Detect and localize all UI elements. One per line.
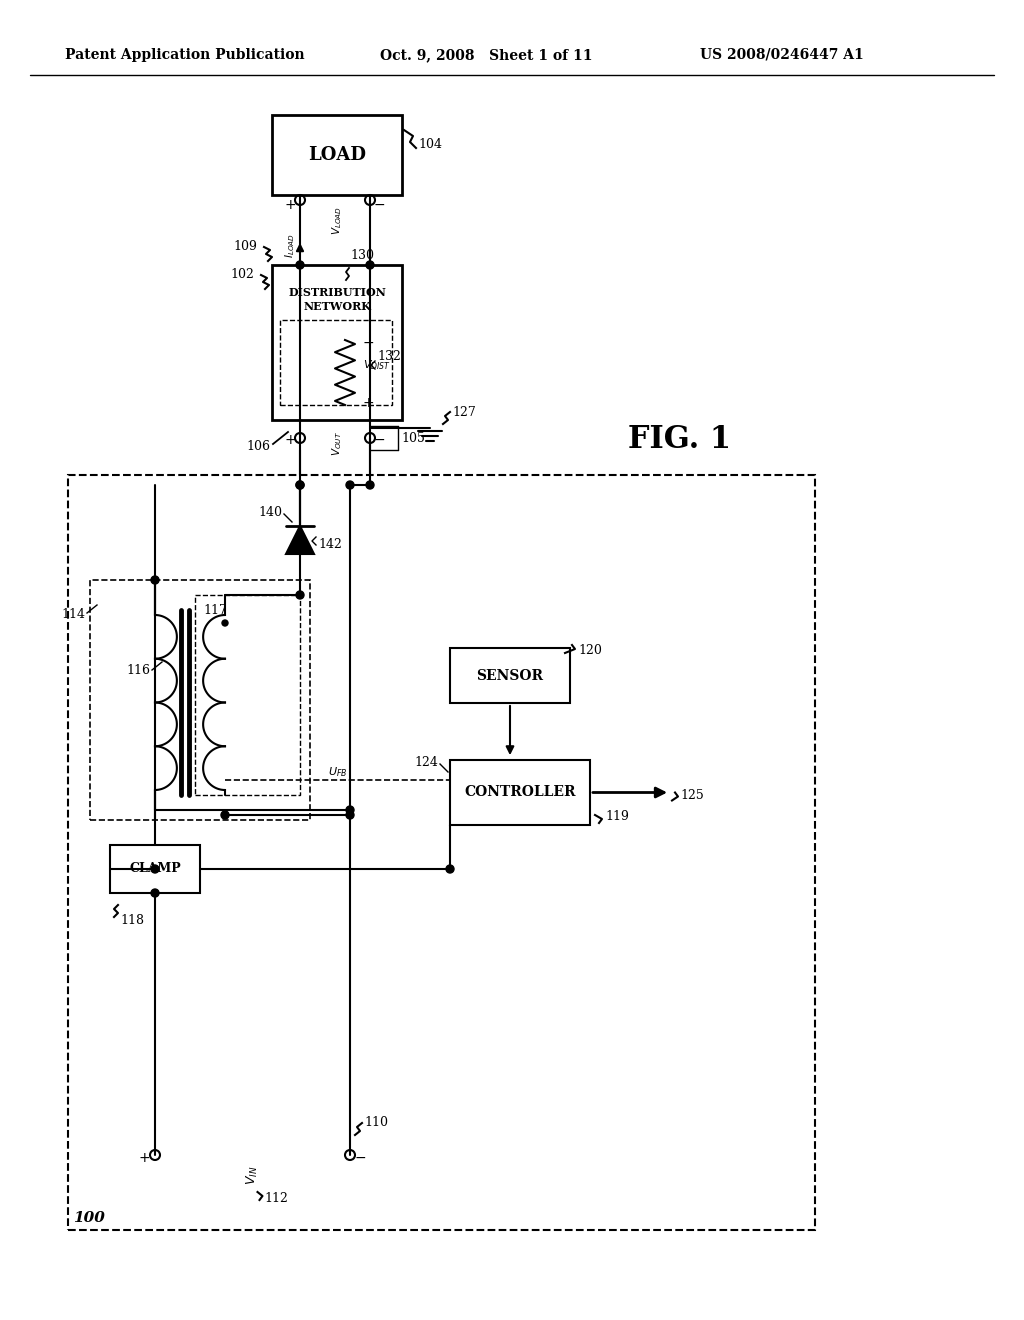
- Text: US 2008/0246447 A1: US 2008/0246447 A1: [700, 48, 864, 62]
- Text: 140: 140: [258, 506, 282, 519]
- Text: 114: 114: [61, 609, 85, 622]
- Text: CONTROLLER: CONTROLLER: [464, 785, 575, 800]
- Text: −: −: [355, 1151, 367, 1166]
- Text: Patent Application Publication: Patent Application Publication: [65, 48, 304, 62]
- Text: 116: 116: [126, 664, 150, 676]
- Text: 105: 105: [401, 432, 425, 445]
- Circle shape: [221, 810, 229, 818]
- Text: $V_{LOAD}$: $V_{LOAD}$: [330, 206, 344, 235]
- Bar: [110, 845, 200, 894]
- Text: 127: 127: [452, 405, 476, 418]
- Text: $V_{DIST}$: $V_{DIST}$: [362, 358, 391, 372]
- Text: $U_{FB}$: $U_{FB}$: [328, 766, 347, 779]
- Text: 112: 112: [264, 1192, 289, 1204]
- Text: 109: 109: [233, 240, 257, 253]
- Text: FIG. 1: FIG. 1: [629, 425, 731, 455]
- Text: +: +: [362, 396, 375, 411]
- Circle shape: [296, 480, 304, 488]
- Circle shape: [151, 888, 159, 898]
- Circle shape: [346, 810, 354, 818]
- Text: 142: 142: [318, 539, 342, 552]
- Text: −: −: [374, 433, 386, 447]
- Text: 124: 124: [414, 755, 438, 768]
- Text: −: −: [374, 198, 386, 213]
- Text: 100: 100: [73, 1210, 104, 1225]
- Circle shape: [296, 480, 304, 488]
- Text: Oct. 9, 2008   Sheet 1 of 11: Oct. 9, 2008 Sheet 1 of 11: [380, 48, 593, 62]
- Circle shape: [151, 576, 159, 583]
- Text: LOAD: LOAD: [308, 147, 366, 164]
- Circle shape: [446, 865, 454, 873]
- Text: −: −: [362, 337, 375, 350]
- Circle shape: [296, 261, 304, 269]
- Text: +: +: [138, 1151, 150, 1166]
- Bar: [272, 115, 402, 195]
- Text: 118: 118: [120, 915, 144, 928]
- Text: +: +: [285, 198, 296, 213]
- Text: 117: 117: [203, 603, 227, 616]
- Bar: [68, 475, 815, 1230]
- Text: $V_{OUT}$: $V_{OUT}$: [330, 430, 344, 455]
- Bar: [272, 265, 402, 420]
- Text: SENSOR: SENSOR: [476, 668, 544, 682]
- Text: $V_{IN}$: $V_{IN}$: [245, 1166, 260, 1185]
- Text: 120: 120: [578, 644, 602, 656]
- Circle shape: [366, 480, 374, 488]
- Text: DISTRIBUTION: DISTRIBUTION: [288, 288, 386, 298]
- Circle shape: [366, 261, 374, 269]
- Text: 104: 104: [418, 139, 442, 152]
- Bar: [195, 595, 300, 795]
- Text: $I_{LOAD}$: $I_{LOAD}$: [284, 232, 297, 257]
- Circle shape: [346, 480, 354, 488]
- Bar: [450, 760, 590, 825]
- Text: +: +: [285, 433, 296, 447]
- Text: NETWORK: NETWORK: [303, 301, 371, 313]
- Circle shape: [346, 807, 354, 814]
- Text: 102: 102: [230, 268, 254, 281]
- Text: 119: 119: [605, 810, 629, 824]
- Circle shape: [222, 620, 228, 626]
- Text: 106: 106: [246, 440, 270, 453]
- Circle shape: [296, 591, 304, 599]
- Text: CLAMP: CLAMP: [129, 862, 181, 875]
- Text: 125: 125: [680, 789, 703, 803]
- Polygon shape: [286, 525, 314, 554]
- Bar: [450, 648, 570, 704]
- Bar: [90, 579, 310, 820]
- Text: 130: 130: [350, 249, 374, 261]
- Circle shape: [151, 865, 159, 873]
- Text: 110: 110: [364, 1115, 388, 1129]
- Text: 132: 132: [377, 351, 400, 363]
- Bar: [280, 319, 392, 405]
